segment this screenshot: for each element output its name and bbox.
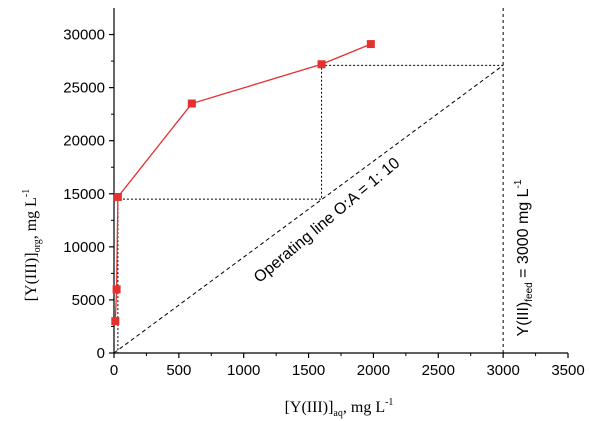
stage-steps (117, 64, 504, 353)
data-point (113, 192, 122, 201)
guide-lines (113, 8, 504, 354)
y-tick-label: 10000 (63, 239, 105, 256)
y-tick-label: 30000 (63, 27, 105, 44)
y-tick-label: 20000 (63, 133, 105, 150)
data-point (112, 285, 121, 294)
x-tick-label: 2000 (357, 362, 390, 379)
x-axis-title: [Y(III)]aq, mg L-1 (285, 397, 394, 419)
operating-line (113, 64, 504, 354)
feed-line-label: Y(III)feed = 3000 mg L-1 (513, 179, 535, 336)
y-tick-label: 5000 (72, 292, 105, 309)
y-axis-title-sup: -1 (21, 189, 32, 197)
axes: 0 500 1000 1500 2000 2500 3000 3500 0 5000 10000 15… (63, 8, 585, 379)
feed-label-main: Y(III) (515, 302, 532, 337)
data-series (111, 40, 375, 326)
x-tick-label: 3500 (551, 362, 584, 379)
data-point (317, 60, 326, 69)
x-tick-label: 2500 (422, 362, 455, 379)
data-point (187, 99, 196, 108)
operating-line-label: Operating line O:A = 1: 10 (251, 155, 403, 287)
y-tick-label: 0 (97, 345, 105, 362)
data-point (111, 317, 120, 326)
x-tick-label: 500 (166, 362, 191, 379)
feed-label-rest: = 3000 mg L (515, 188, 532, 282)
feed-label-sup: -1 (513, 179, 524, 188)
y-tick-label: 15000 (63, 186, 105, 203)
x-axis-title-main: [Y(III)] (285, 399, 334, 416)
x-tick-label: 1000 (227, 362, 260, 379)
feed-label-sub: feed (524, 282, 535, 301)
y-tick-label: 25000 (63, 80, 105, 97)
x-axis-title-sub: aq (333, 408, 342, 419)
data-point (366, 40, 375, 49)
x-axis-title-sup: -1 (385, 397, 393, 408)
y-axis-title: [Y(III)]org, mg L-1 (21, 189, 43, 302)
x-tick-label: 1500 (292, 362, 325, 379)
x-axis-title-rest: , mg L (343, 399, 385, 416)
series-line (114, 43, 372, 322)
x-tick-label: 3000 (486, 362, 519, 379)
y-axis-title-rest: , mg L (23, 197, 40, 239)
x-tick-label: 0 (110, 362, 118, 379)
y-axis-title-sub: org (32, 239, 43, 252)
y-axis-title-main: [Y(III)] (23, 252, 40, 301)
